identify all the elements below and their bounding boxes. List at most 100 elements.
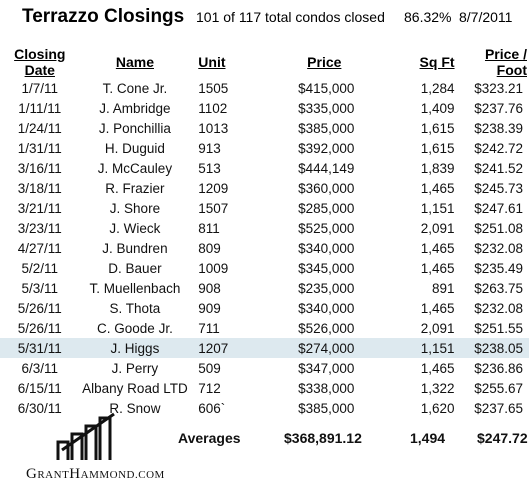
cell-closing-date: 5/31/11 [0,338,80,358]
report-date: 8/7/2011 [459,9,513,25]
col-name: Name [115,54,154,70]
cell-sqft: 1,151 [420,200,455,216]
table-row: 1/24/11 J. Ponchillia 1013 $385,000 1,615 $23… [0,118,529,138]
page-title: Terrazzo Closings [22,6,185,27]
cell-name: J. Ambridge [99,100,171,116]
cell-price-per-foot: $251.08 [474,220,523,236]
cell-unit: 711 [198,320,220,336]
cell-unit: 913 [198,140,221,156]
cell-name: J. Perry [111,360,159,376]
building-bars-icon [56,412,115,460]
cell-sqft: 1,284 [420,80,455,96]
cell-unit: 809 [198,240,221,256]
cell-price: $285,000 [298,200,355,216]
closed-percent: 86.32% [404,9,452,25]
cell-sqft: 1,465 [420,180,455,196]
cell-price: $345,000 [298,260,355,276]
cell-name: J. Bundren [102,240,168,256]
table-row: 1/7/11 T. Cone Jr. 1505 $415,000 1,284 $323.2… [0,78,529,98]
average-price-per-foot: $247.72 [477,430,528,446]
cell-closing-date: 1/31/11 [17,140,62,156]
closed-summary: 101 of 117 total condos closed [196,9,385,25]
brand-h: H [69,466,81,482]
cell-closing-date: 6/15/11 [17,380,62,396]
cell-price-per-foot: $323.21 [474,80,523,96]
cell-closing-date: 6/3/11 [21,360,59,376]
cell-price: $444,149 [298,160,355,176]
cell-price: $235,000 [298,280,355,296]
col-closing-date: Closing Date [14,46,66,78]
cell-closing-date: 5/3/11 [21,280,59,296]
cell-sqft: 1,615 [420,120,455,136]
cell-unit: 1507 [198,200,229,216]
cell-sqft: 1,615 [420,140,455,156]
cell-price-per-foot: $263.75 [474,280,523,296]
cell-closing-date: 3/23/11 [17,220,62,236]
cell-name: R. Snow [109,400,161,416]
cell-price-per-foot: $232.08 [474,300,523,316]
cell-sqft: 1,322 [420,380,455,396]
brand-wordmark: GRANTHAMMOND.COM [26,466,165,483]
cell-name: J. McCauley [97,160,173,176]
brand-com: .COM [134,469,165,481]
cell-price-per-foot: $238.05 [457,338,529,358]
cell-name: J. Wieck [109,220,161,236]
cell-sqft: 1,839 [420,160,455,176]
cell-closing-date: 1/11/11 [18,100,62,116]
cell-price: $385,000 [298,120,355,136]
cell-sqft: 1,465 [420,360,455,376]
cell-sqft: 1,151 [357,338,458,358]
table-body: 1/7/11 T. Cone Jr. 1505 $415,000 1,284 $323.2… [0,78,529,418]
cell-name: Albany Road LTD [82,380,188,396]
cell-sqft: 1,409 [420,100,455,116]
brand-g: G [26,466,38,482]
cell-unit: 1209 [198,180,229,196]
table-row: 4/27/11 J. Bundren 809 $340,000 1,465 $232.08 [0,238,529,258]
cell-price: $415,000 [298,80,355,96]
cell-price-per-foot: $242.72 [474,140,523,156]
cell-name: S. Thota [109,300,161,316]
cell-sqft: 1,465 [420,260,455,276]
cell-name: T. Muellenbach [89,280,181,296]
cell-sqft: 2,091 [420,220,455,236]
cell-closing-date: 6/30/11 [17,400,62,416]
table-row: 3/21/11 J. Shore 1507 $285,000 1,151 $247.61 [0,198,529,218]
cell-sqft: 1,620 [420,400,455,416]
cell-price: $338,000 [298,380,355,396]
cell-name: J. Shore [109,200,161,216]
cell-price-per-foot: $237.76 [474,100,523,116]
table-row: 6/15/11 Albany Road LTD 712 $338,000 1,322 $2… [0,378,529,398]
cell-price-per-foot: $251.55 [474,320,523,336]
col-price-per-foot: Price / Foot [484,46,527,78]
cell-closing-date: 1/7/11 [21,80,59,96]
cell-price-per-foot: $247.61 [474,200,523,216]
cell-closing-date: 4/27/11 [17,240,62,256]
col-unit: Unit [198,54,226,70]
cell-name: D. Bauer [108,260,162,276]
average-price: $368,891.12 [284,430,362,446]
cell-unit: 811 [198,220,220,236]
cell-closing-date: 1/24/11 [17,120,62,136]
cell-closing-date: 3/16/11 [17,160,62,176]
cell-sqft: 1,465 [420,300,455,316]
cell-price-per-foot: $237.65 [474,400,523,416]
table-row: 5/26/11 S. Thota 909 $340,000 1,465 $232.08 [0,298,529,318]
table-row: 5/31/11 J. Higgs 1207 $274,000 1,151 $238.05 [0,338,529,358]
cell-name: C. Goode Jr. [97,320,173,336]
table-row: 1/31/11 H. Duguid 913 $392,000 1,615 $242.72 [0,138,529,158]
cell-price: $335,000 [298,100,355,116]
col-price: Price [307,54,342,70]
cell-price-per-foot: $232.08 [474,240,523,256]
table-row: 5/2/11 D. Bauer 1009 $345,000 1,465 $235.49 [0,258,529,278]
cell-unit: 1102 [198,100,228,116]
cell-closing-date: 3/21/11 [17,200,62,216]
cell-name: J. Higgs [79,338,191,358]
cell-price: $385,000 [298,400,355,416]
cell-unit: 1013 [198,120,229,136]
table-row: 6/3/11 J. Perry 509 $347,000 1,465 $236.86 [0,358,529,378]
brand-ammond: AMMOND [80,469,135,481]
cell-unit: 712 [198,380,221,396]
cell-unit: 908 [198,280,221,296]
cell-closing-date: 5/2/11 [21,260,59,276]
cell-price: $340,000 [298,300,355,316]
